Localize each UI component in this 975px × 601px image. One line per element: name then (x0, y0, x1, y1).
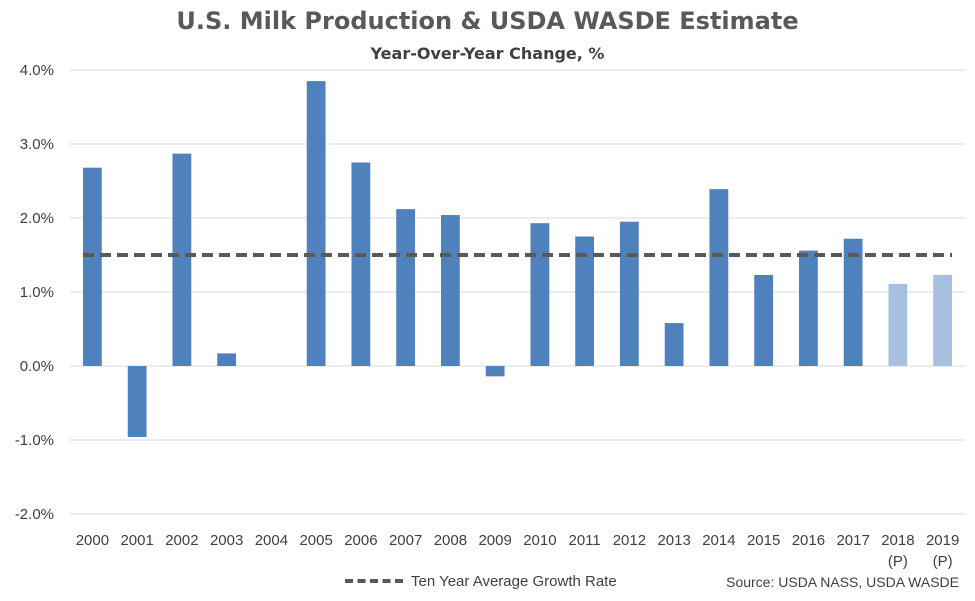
bar (888, 283, 908, 366)
y-tick-label: 1.0% (20, 284, 54, 301)
x-tick-label: 2009 (478, 532, 511, 549)
x-tick-sublabel: (P) (888, 553, 908, 570)
bar (440, 215, 460, 366)
x-tick-label: 2002 (165, 532, 198, 549)
legend-dashed-line-swatch (345, 579, 403, 583)
x-tick-label: 2014 (702, 532, 735, 549)
bar (754, 274, 774, 366)
x-tick-label: 2008 (434, 532, 467, 549)
x-tick-label: 2006 (344, 532, 377, 549)
y-tick-label: 3.0% (20, 136, 54, 153)
bar (530, 223, 550, 366)
bar (664, 323, 684, 366)
bar (709, 189, 729, 366)
x-tick-label: 2015 (747, 532, 780, 549)
x-tick-label: 2004 (255, 532, 288, 549)
legend: Ten Year Average Growth Rate (345, 571, 617, 591)
bar (127, 366, 147, 438)
bar (351, 162, 371, 366)
x-tick-label: 2016 (792, 532, 825, 549)
bar (575, 236, 595, 366)
chart-title: U.S. Milk Production & USDA WASDE Estima… (176, 7, 799, 35)
x-tick-label: 2001 (120, 532, 153, 549)
y-tick-label: 0.0% (20, 358, 54, 375)
bar (82, 167, 102, 366)
y-tick-label: 2.0% (20, 210, 54, 227)
bar (396, 209, 416, 366)
legend-label-average: Ten Year Average Growth Rate (411, 572, 617, 590)
x-tick-label: 2010 (523, 532, 556, 549)
source-note: Source: USDA NASS, USDA WASDE (726, 574, 959, 590)
x-tick-label: 2007 (389, 532, 422, 549)
y-tick-label: -2.0% (15, 506, 54, 523)
x-tick-label: 2018 (881, 532, 914, 549)
x-tick-label: 2011 (568, 532, 600, 549)
bar (933, 274, 953, 366)
bar (843, 238, 863, 366)
y-tick-label: -1.0% (15, 432, 54, 449)
x-tick-label: 2013 (657, 532, 690, 549)
x-tick-label: 2000 (76, 532, 109, 549)
x-tick-label: 2017 (836, 532, 869, 549)
bar (798, 250, 818, 366)
x-tick-label: 2005 (299, 532, 332, 549)
y-tick-label: 4.0% (20, 62, 54, 79)
bar (619, 221, 639, 366)
x-tick-sublabel: (P) (933, 553, 953, 570)
chart-subtitle: Year-Over-Year Change, % (370, 44, 605, 63)
bar (485, 366, 505, 377)
bar (172, 153, 192, 366)
bar (217, 353, 237, 366)
bar (306, 81, 326, 366)
x-tick-label: 2003 (210, 532, 243, 549)
x-tick-label: 2019 (926, 532, 959, 549)
x-tick-label: 2012 (613, 532, 646, 549)
